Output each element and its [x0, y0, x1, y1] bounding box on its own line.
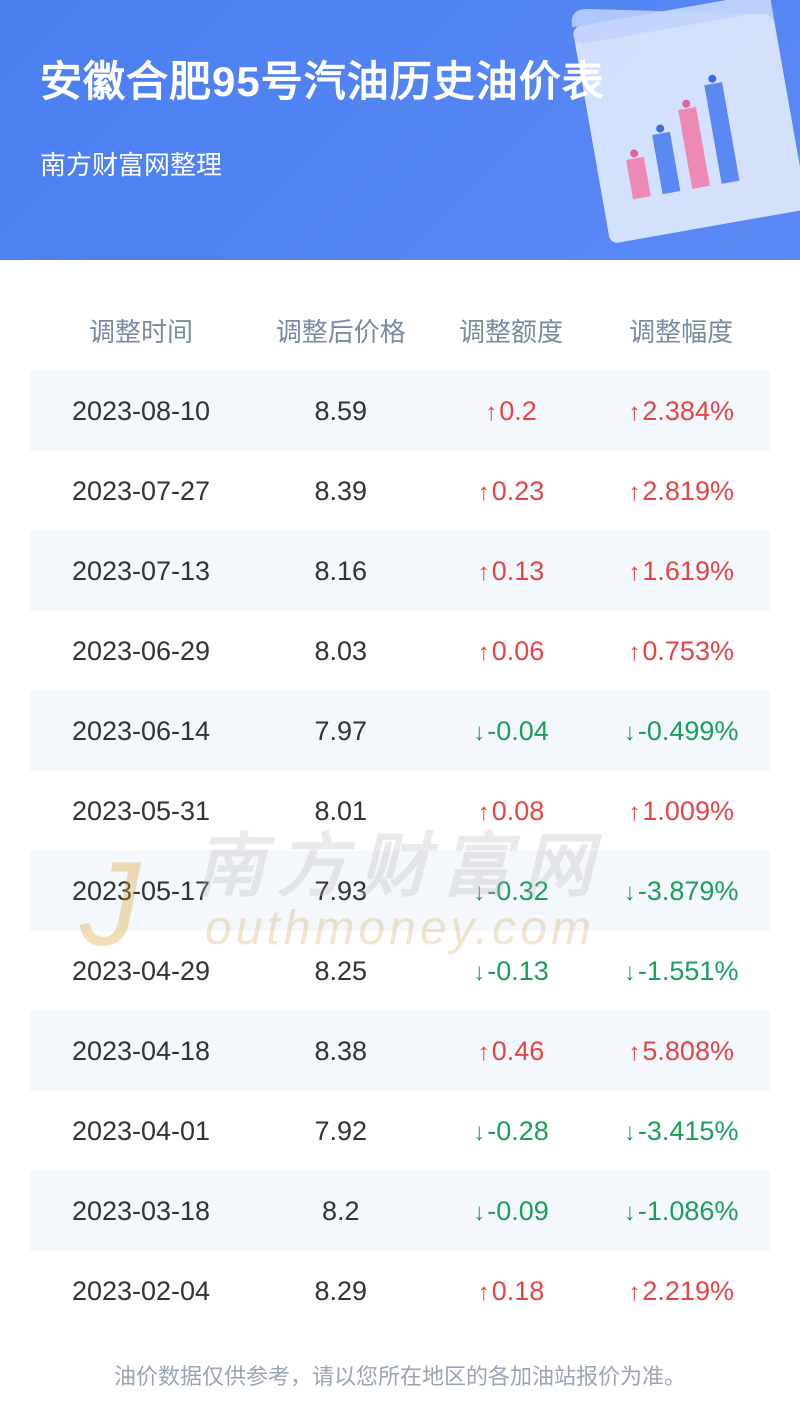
cell-date: 2023-05-17 [30, 876, 252, 907]
cell-amount: ↓-0.04 [430, 716, 593, 747]
table-row: 2023-04-188.38↑0.46↑5.808% [30, 1011, 770, 1091]
arrow-up-icon: ↑ [478, 559, 490, 586]
price-table: 调整时间 调整后价格 调整额度 调整幅度 2023-08-108.59↑0.2↑… [0, 260, 800, 1391]
arrow-down-icon: ↓ [624, 879, 636, 906]
cell-amount: ↑0.23 [430, 476, 593, 507]
col-header-price: 调整后价格 [252, 312, 430, 349]
arrow-down-icon: ↓ [473, 1199, 485, 1226]
table-row: 2023-03-188.2↓-0.09↓-1.086% [30, 1171, 770, 1251]
arrow-up-icon: ↑ [478, 479, 490, 506]
table-header-row: 调整时间 调整后价格 调整额度 调整幅度 [30, 290, 770, 371]
cell-amount: ↑0.18 [430, 1276, 593, 1307]
arrow-up-icon: ↑ [478, 639, 490, 666]
cell-percent: ↑5.808% [592, 1036, 770, 1067]
cell-percent: ↓-0.499% [592, 716, 770, 747]
cell-amount: ↑0.06 [430, 636, 593, 667]
cell-amount: ↑0.08 [430, 796, 593, 827]
cell-date: 2023-08-10 [30, 396, 252, 427]
arrow-down-icon: ↓ [473, 879, 485, 906]
cell-price: 8.59 [252, 396, 430, 427]
arrow-down-icon: ↓ [624, 1199, 636, 1226]
cell-price: 7.93 [252, 876, 430, 907]
page-subtitle: 南方财富网整理 [40, 145, 760, 182]
arrow-down-icon: ↓ [473, 1119, 485, 1146]
arrow-up-icon: ↑ [478, 799, 490, 826]
cell-amount: ↑0.13 [430, 556, 593, 587]
paper-chart-illustration [530, 0, 800, 260]
arrow-up-icon: ↑ [628, 1039, 640, 1066]
arrow-up-icon: ↑ [628, 1279, 640, 1306]
cell-date: 2023-02-04 [30, 1276, 252, 1307]
arrow-up-icon: ↑ [628, 399, 640, 426]
cell-date: 2023-05-31 [30, 796, 252, 827]
table-row: 2023-08-108.59↑0.2↑2.384% [30, 371, 770, 451]
cell-price: 8.2 [252, 1196, 430, 1227]
arrow-down-icon: ↓ [624, 1119, 636, 1146]
cell-percent: ↓-1.086% [592, 1196, 770, 1227]
cell-date: 2023-06-29 [30, 636, 252, 667]
arrow-up-icon: ↑ [628, 799, 640, 826]
arrow-down-icon: ↓ [473, 959, 485, 986]
cell-price: 8.25 [252, 956, 430, 987]
cell-amount: ↑0.46 [430, 1036, 593, 1067]
cell-date: 2023-04-01 [30, 1116, 252, 1147]
cell-date: 2023-06-14 [30, 716, 252, 747]
cell-percent: ↑0.753% [592, 636, 770, 667]
cell-percent: ↓-3.879% [592, 876, 770, 907]
arrow-down-icon: ↓ [624, 959, 636, 986]
cell-price: 7.97 [252, 716, 430, 747]
cell-percent: ↑2.819% [592, 476, 770, 507]
col-header-date: 调整时间 [30, 312, 252, 349]
cell-price: 8.38 [252, 1036, 430, 1067]
arrow-up-icon: ↑ [478, 1039, 490, 1066]
col-header-percent: 调整幅度 [592, 312, 770, 349]
table-row: 2023-05-318.01↑0.08↑1.009% [30, 771, 770, 851]
table-body: 2023-08-108.59↑0.2↑2.384%2023-07-278.39↑… [30, 371, 770, 1331]
table-row: 2023-04-298.25↓-0.13↓-1.551% [30, 931, 770, 1011]
arrow-up-icon: ↑ [628, 559, 640, 586]
arrow-up-icon: ↑ [485, 399, 497, 426]
cell-amount: ↓-0.32 [430, 876, 593, 907]
arrow-up-icon: ↑ [628, 639, 640, 666]
table-row: 2023-02-048.29↑0.18↑2.219% [30, 1251, 770, 1331]
table-row: 2023-06-298.03↑0.06↑0.753% [30, 611, 770, 691]
cell-amount: ↓-0.13 [430, 956, 593, 987]
cell-date: 2023-07-13 [30, 556, 252, 587]
cell-percent: ↑2.384% [592, 396, 770, 427]
cell-percent: ↓-1.551% [592, 956, 770, 987]
header-banner: 安徽合肥95号汽油历史油价表 南方财富网整理 [0, 0, 800, 260]
arrow-up-icon: ↑ [628, 479, 640, 506]
cell-percent: ↑1.619% [592, 556, 770, 587]
cell-date: 2023-04-29 [30, 956, 252, 987]
arrow-down-icon: ↓ [624, 719, 636, 746]
cell-date: 2023-07-27 [30, 476, 252, 507]
disclaimer-text: 油价数据仅供参考，请以您所在地区的各加油站报价为准。 [30, 1359, 770, 1391]
cell-price: 8.03 [252, 636, 430, 667]
cell-price: 8.29 [252, 1276, 430, 1307]
table-row: 2023-05-177.93↓-0.32↓-3.879% [30, 851, 770, 931]
cell-price: 8.16 [252, 556, 430, 587]
col-header-amount: 调整额度 [430, 312, 593, 349]
cell-percent: ↑2.219% [592, 1276, 770, 1307]
cell-price: 7.92 [252, 1116, 430, 1147]
arrow-down-icon: ↓ [473, 719, 485, 746]
table-row: 2023-06-147.97↓-0.04↓-0.499% [30, 691, 770, 771]
arrow-up-icon: ↑ [478, 1279, 490, 1306]
cell-amount: ↓-0.09 [430, 1196, 593, 1227]
cell-percent: ↑1.009% [592, 796, 770, 827]
cell-amount: ↓-0.28 [430, 1116, 593, 1147]
cell-amount: ↑0.2 [430, 396, 593, 427]
table-row: 2023-07-278.39↑0.23↑2.819% [30, 451, 770, 531]
cell-price: 8.39 [252, 476, 430, 507]
cell-price: 8.01 [252, 796, 430, 827]
table-row: 2023-07-138.16↑0.13↑1.619% [30, 531, 770, 611]
cell-percent: ↓-3.415% [592, 1116, 770, 1147]
cell-date: 2023-04-18 [30, 1036, 252, 1067]
cell-date: 2023-03-18 [30, 1196, 252, 1227]
table-row: 2023-04-017.92↓-0.28↓-3.415% [30, 1091, 770, 1171]
page-title: 安徽合肥95号汽油历史油价表 [40, 48, 760, 109]
